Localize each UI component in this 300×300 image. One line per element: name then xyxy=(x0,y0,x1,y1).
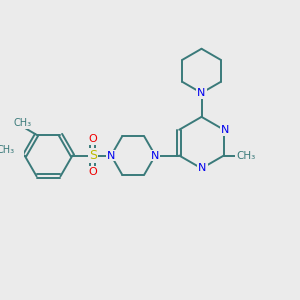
Text: N: N xyxy=(220,125,229,135)
Text: N: N xyxy=(151,151,160,160)
Text: CH₃: CH₃ xyxy=(14,118,32,128)
Text: S: S xyxy=(89,149,97,162)
Text: O: O xyxy=(88,167,97,177)
Text: CH₃: CH₃ xyxy=(0,145,14,155)
Text: N: N xyxy=(198,164,207,173)
Text: N: N xyxy=(197,88,206,98)
Text: N: N xyxy=(107,151,115,160)
Text: CH₃: CH₃ xyxy=(236,151,256,160)
Text: O: O xyxy=(88,134,97,144)
